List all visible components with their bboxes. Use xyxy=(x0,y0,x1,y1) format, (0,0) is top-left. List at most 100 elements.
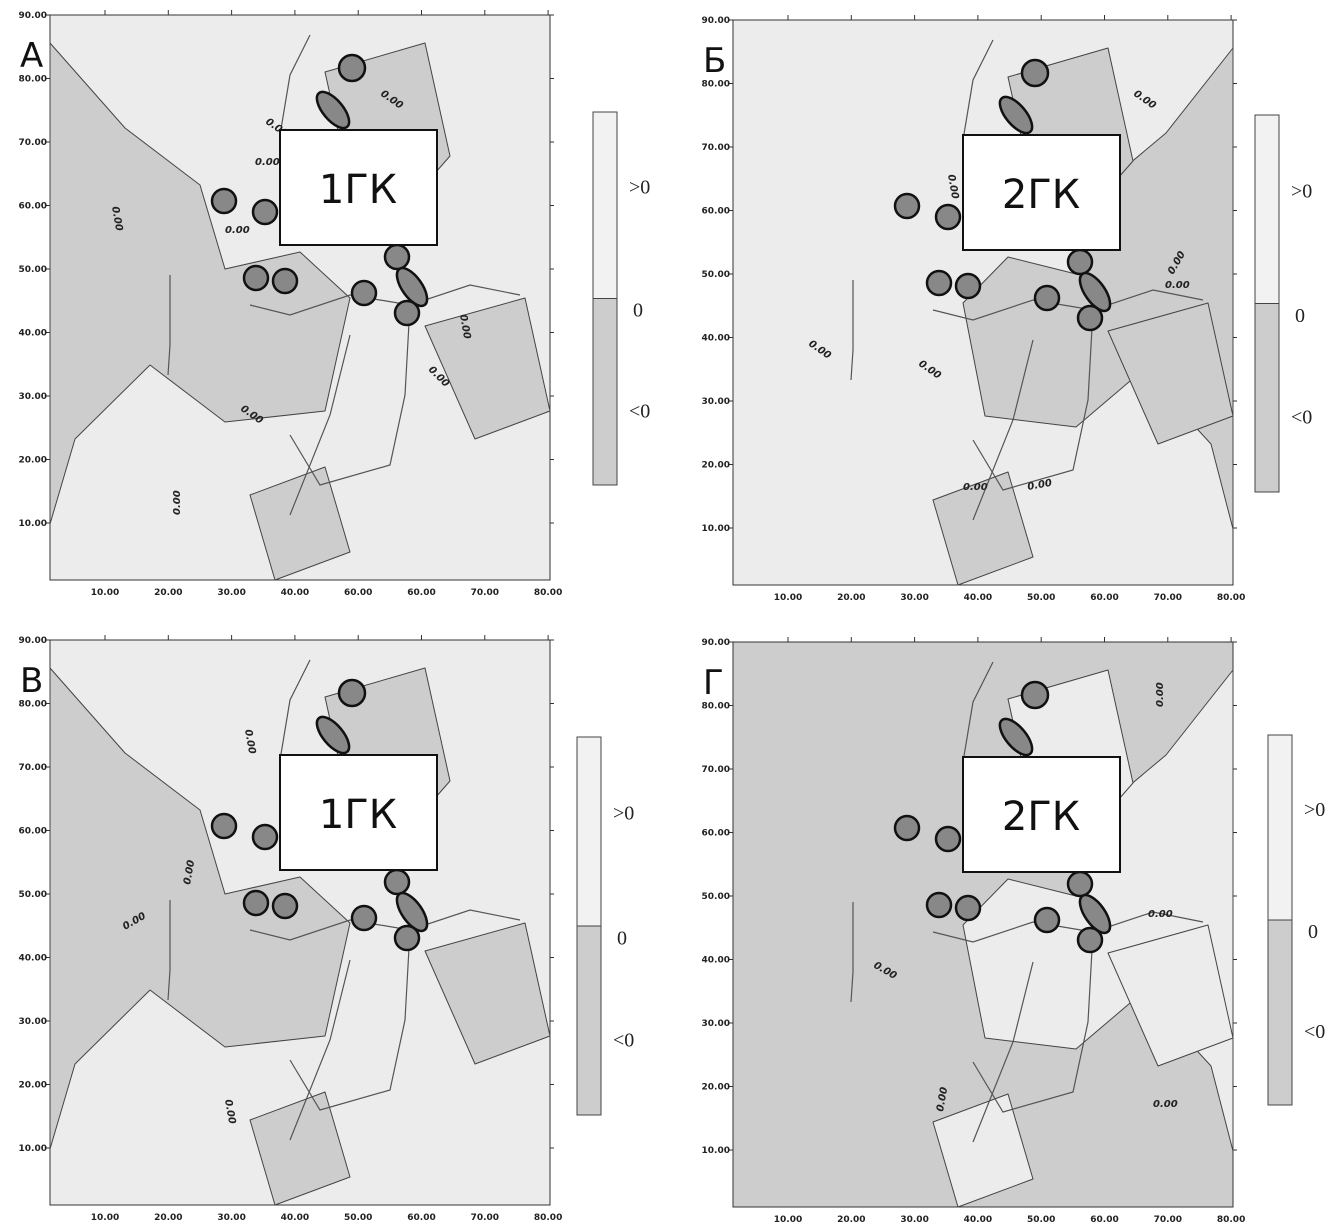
contour-label: 0.00 xyxy=(1148,909,1173,920)
site-marker xyxy=(927,271,951,295)
site-marker xyxy=(1078,928,1102,952)
site-marker xyxy=(253,200,277,224)
y-tick-label: 30.00 xyxy=(702,397,730,407)
y-tick-label: 40.00 xyxy=(702,956,730,966)
site-marker xyxy=(956,896,980,920)
panel-letter: А xyxy=(20,36,43,76)
x-tick-label: 30.00 xyxy=(217,588,245,598)
panel-letter: В xyxy=(20,661,43,701)
x-tick-label: 70.00 xyxy=(471,588,499,598)
site-marker xyxy=(927,893,951,917)
component-label: 1ГК xyxy=(319,792,397,838)
y-tick-label: 60.00 xyxy=(702,829,730,839)
x-tick-label: 10.00 xyxy=(91,588,119,598)
x-tick-label: 50.00 xyxy=(344,1213,372,1223)
x-tick-label: 30.00 xyxy=(900,1215,928,1225)
legend-positive xyxy=(577,737,601,926)
contour-label: 0.00 xyxy=(225,225,250,236)
legend-label: <0 xyxy=(1291,407,1312,429)
legend-label: >0 xyxy=(629,177,650,199)
legend: >0 0 <0 xyxy=(1255,115,1312,492)
legend: >00<0 xyxy=(577,737,634,1115)
x-tick-label: 60.00 xyxy=(1090,1215,1118,1225)
y-tick-label: 50.00 xyxy=(19,890,47,900)
x-tick-label: 60.00 xyxy=(344,588,372,598)
y-tick-label: 30.00 xyxy=(19,1017,47,1027)
legend-label: >0 xyxy=(613,803,634,825)
legend: >0 0 <0 xyxy=(593,112,650,485)
y-tick-label: 80.00 xyxy=(19,75,47,85)
legend-positive xyxy=(593,112,617,299)
y-tick-label: 10.00 xyxy=(702,524,730,534)
contour-label: 0.00 xyxy=(1165,280,1190,291)
y-tick-label: 60.00 xyxy=(702,207,730,217)
y-tick-label: 20.00 xyxy=(702,461,730,471)
legend-negative xyxy=(593,299,617,486)
y-tick-label: 40.00 xyxy=(702,334,730,344)
site-marker xyxy=(1022,682,1048,708)
site-marker xyxy=(895,816,919,840)
x-tick-label: 70.00 xyxy=(1154,1215,1182,1225)
y-tick-label: 60.00 xyxy=(19,202,47,212)
x-tick-label: 10.00 xyxy=(91,1213,119,1223)
site-marker xyxy=(1068,250,1092,274)
legend-label: >0 xyxy=(1304,799,1325,821)
site-marker xyxy=(1068,872,1092,896)
y-tick-label: 90.00 xyxy=(702,16,730,26)
y-tick-label: 10.00 xyxy=(702,1146,730,1156)
y-tick-label: 20.00 xyxy=(702,1083,730,1093)
legend-label: <0 xyxy=(629,400,650,422)
map-panel: 90.0080.0070.0060.0050.0040.0030.0020.00… xyxy=(702,637,1326,1225)
x-tick-label: 20.00 xyxy=(154,1213,182,1223)
site-marker xyxy=(273,269,297,293)
legend-negative xyxy=(577,926,601,1115)
x-tick-label: 60.00 xyxy=(1090,593,1118,603)
legend-label: 0 xyxy=(633,300,643,322)
contour-label: 0.00 xyxy=(172,490,183,515)
y-tick-label: 70.00 xyxy=(19,763,47,773)
map-panel: 90.0080.0070.0060.0050.0040.0030.0020.00… xyxy=(19,10,651,598)
site-marker xyxy=(212,189,236,213)
x-tick-label: 80.00 xyxy=(1217,593,1245,603)
x-tick-label: 50.00 xyxy=(1027,593,1055,603)
site-marker xyxy=(895,194,919,218)
x-tick-label: 40.00 xyxy=(964,593,992,603)
x-tick-label: 60.00 xyxy=(407,1213,435,1223)
y-tick-label: 80.00 xyxy=(702,80,730,90)
site-marker xyxy=(244,266,268,290)
x-tick-label: 20.00 xyxy=(837,593,865,603)
panel-letter: Г xyxy=(703,663,724,703)
site-marker xyxy=(352,906,376,930)
x-tick-label: 60.00 xyxy=(407,588,435,598)
y-tick-label: 80.00 xyxy=(702,702,730,712)
site-marker xyxy=(253,825,277,849)
map-panel: 90.0080.0070.0060.0050.0040.0030.0020.00… xyxy=(702,15,1313,603)
site-marker xyxy=(385,245,409,269)
site-marker xyxy=(385,870,409,894)
legend-negative xyxy=(1268,920,1292,1105)
site-marker xyxy=(395,926,419,950)
x-tick-label: 70.00 xyxy=(471,1213,499,1223)
site-marker xyxy=(339,55,365,81)
site-marker xyxy=(1078,306,1102,330)
y-tick-label: 10.00 xyxy=(19,519,47,529)
y-tick-label: 20.00 xyxy=(19,456,47,466)
site-marker xyxy=(1022,60,1048,86)
x-tick-label: 80.00 xyxy=(534,1213,562,1223)
x-tick-label: 80.00 xyxy=(534,588,562,598)
y-tick-label: 90.00 xyxy=(702,638,730,648)
component-label: 2ГК xyxy=(1002,172,1080,218)
site-marker xyxy=(936,827,960,851)
y-tick-label: 70.00 xyxy=(19,138,47,148)
x-tick-label: 80.00 xyxy=(1217,1215,1245,1225)
map-panel: 90.0080.0070.0060.0050.0040.0030.0020.00… xyxy=(19,635,635,1223)
y-tick-label: 30.00 xyxy=(19,392,47,402)
y-tick-label: 50.00 xyxy=(702,270,730,280)
legend-label: 0 xyxy=(1295,305,1305,327)
legend: >00<0 xyxy=(1268,735,1325,1105)
legend-label: 0 xyxy=(1308,921,1318,943)
site-marker xyxy=(956,274,980,298)
legend-label: >0 xyxy=(1291,180,1312,202)
x-tick-label: 10.00 xyxy=(774,593,802,603)
y-tick-label: 40.00 xyxy=(19,329,47,339)
